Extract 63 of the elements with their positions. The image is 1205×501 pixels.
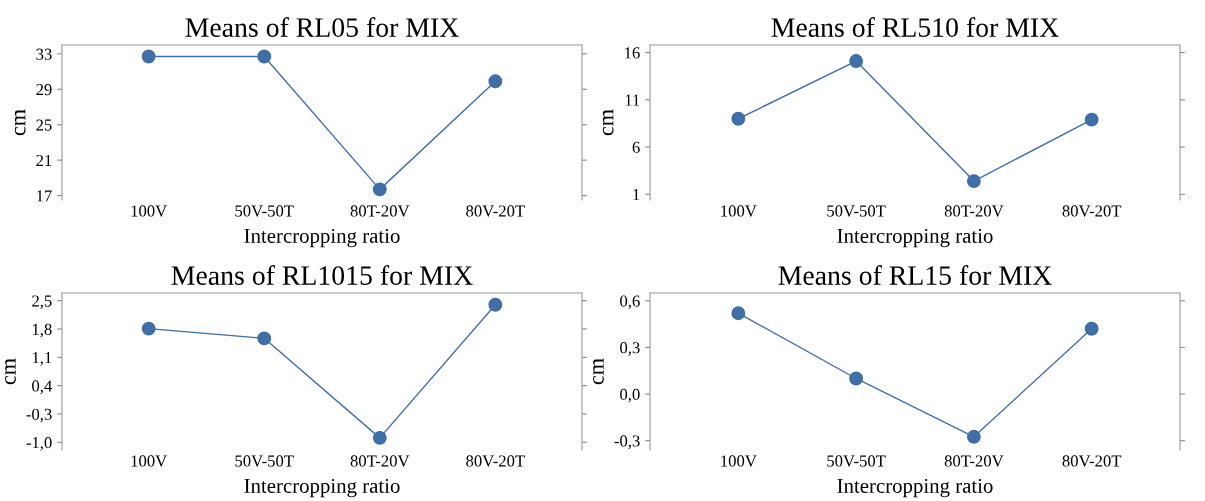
y-tick-label: 0,6 <box>620 295 640 310</box>
x-axis-title: Intercropping ratio <box>244 228 400 248</box>
y-tick-label: 6 <box>632 141 640 154</box>
y-tick-label: -0,3 <box>26 408 52 423</box>
y-tick-label: 1,1 <box>32 352 52 366</box>
y-tick-label: -1,0 <box>26 437 52 451</box>
y-tick-label: 11 <box>625 94 640 106</box>
point <box>141 49 156 64</box>
chart-title: Means of RL1015 for MIX <box>171 265 473 285</box>
x-tick-label: 80V-20T <box>466 205 525 217</box>
point <box>731 111 746 126</box>
y-tick-label: 21 <box>36 154 52 166</box>
x-tick-label: 80V-20T <box>466 455 525 467</box>
point <box>372 430 387 445</box>
point <box>731 306 746 321</box>
x-tick-label: 80T-20V <box>944 205 1004 217</box>
x-tick-label: 50V-50T <box>235 455 294 467</box>
point <box>488 74 503 89</box>
point <box>1084 321 1099 336</box>
point <box>488 297 503 312</box>
y-axis-title: cm <box>5 358 16 385</box>
x-tick-label: 50V-50T <box>235 205 294 217</box>
point <box>141 321 156 336</box>
point <box>849 371 864 386</box>
point <box>257 49 272 64</box>
x-tick-label: 100V <box>131 205 167 217</box>
point <box>966 174 981 189</box>
y-tick-label: -0,3 <box>614 435 640 450</box>
x-axis-title: Intercropping ratio <box>837 478 993 498</box>
y-axis-title: cm <box>602 109 614 136</box>
y-tick-label: 0,3 <box>620 342 640 356</box>
x-tick-label: 100V <box>721 455 757 467</box>
y-tick-label: 17 <box>37 190 52 202</box>
x-tick-label: 50V-50T <box>827 205 886 217</box>
x-tick-label: 50V-50T <box>827 455 886 467</box>
x-tick-label: 80T-20V <box>350 455 410 467</box>
y-axis-title: cm <box>593 358 604 385</box>
y-tick-label: 1 <box>633 189 640 201</box>
point <box>849 54 864 69</box>
y-tick-label: 1,8 <box>32 323 52 338</box>
y-tick-label: 25 <box>36 119 52 131</box>
point <box>257 331 272 346</box>
y-tick-label: 0,4 <box>32 380 53 395</box>
x-tick-label: 100V <box>131 455 167 467</box>
y-tick-label: 33 <box>36 48 52 60</box>
x-tick-label: 80T-20V <box>944 455 1004 467</box>
chart-title: Means of RL510 for MIX <box>771 17 1059 37</box>
y-tick-label: 2,5 <box>32 295 52 310</box>
x-tick-label: 80V-20T <box>1062 205 1122 217</box>
chart-title: Means of RL05 for MIX <box>185 17 459 37</box>
x-tick-label: 80V-20T <box>1062 455 1122 467</box>
point <box>966 429 981 444</box>
chart-title: Means of RL15 for MIX <box>778 265 1052 285</box>
x-tick-label: 80T-20V <box>350 205 410 217</box>
x-tick-label: 100V <box>721 205 757 217</box>
point <box>1084 112 1099 127</box>
y-axis-title: cm <box>14 109 26 136</box>
x-axis-title: Intercropping ratio <box>244 478 400 498</box>
point <box>372 182 387 197</box>
x-axis-title: Intercropping ratio <box>837 228 993 248</box>
y-tick-label: 16 <box>625 47 640 59</box>
y-tick-label: 29 <box>36 84 52 96</box>
y-tick-label: 0,0 <box>620 388 640 403</box>
